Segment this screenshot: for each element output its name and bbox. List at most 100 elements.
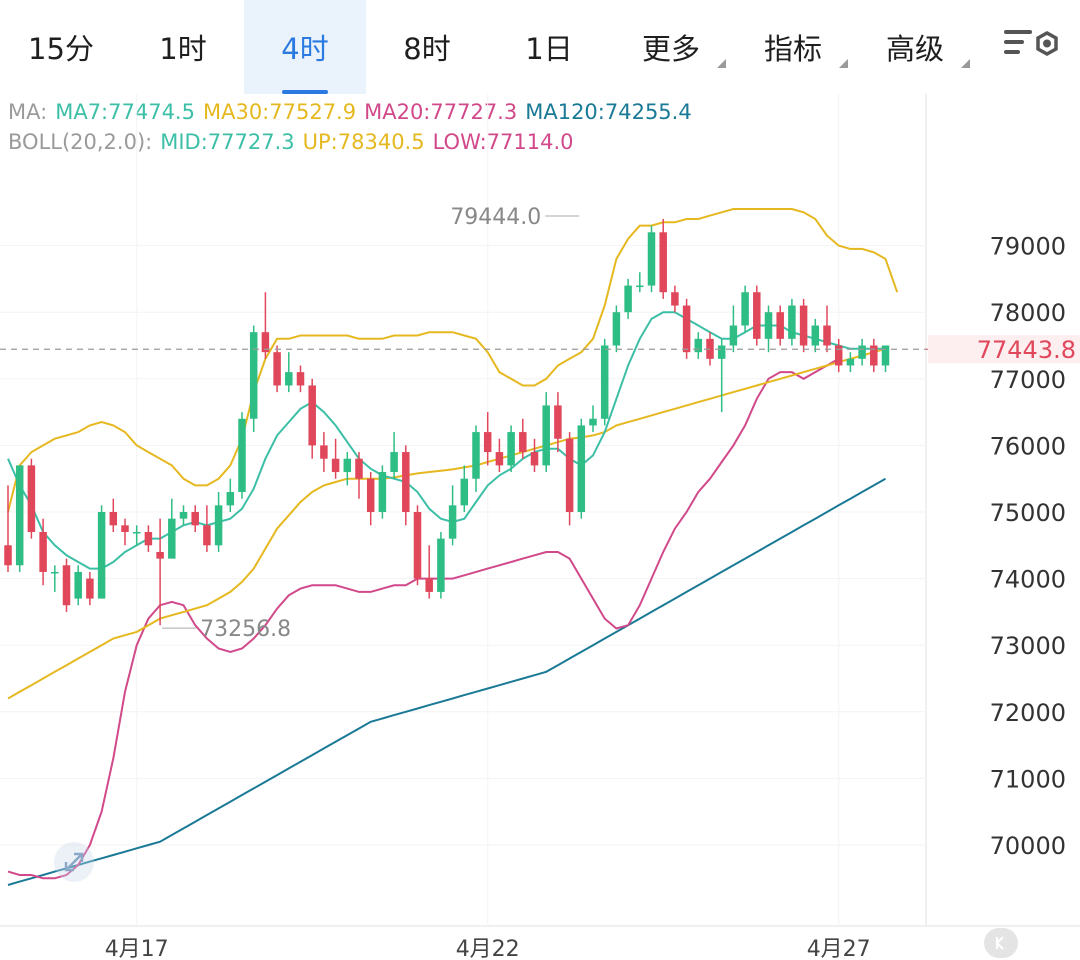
candle-body bbox=[717, 345, 726, 359]
boll-mid-value: MID:77727.3 bbox=[160, 130, 295, 154]
candle-body bbox=[179, 512, 188, 519]
candle-body bbox=[460, 478, 469, 506]
candle-body bbox=[86, 578, 94, 599]
boll-indicator-row: BOLL(20,2.0): MID:77727.3 UP:78340.5 LOW:77… bbox=[8, 130, 582, 154]
boll-up-value: UP:78340.5 bbox=[302, 130, 425, 154]
y-tick-label: 74000 bbox=[990, 566, 1066, 594]
candle-body bbox=[694, 338, 703, 353]
candle-body bbox=[624, 285, 632, 313]
candle-body bbox=[671, 292, 679, 306]
candle-body bbox=[636, 285, 644, 288]
candle-body bbox=[390, 452, 398, 473]
tab-3[interactable]: 8时 bbox=[366, 0, 488, 94]
candle-body bbox=[554, 405, 562, 439]
candle-body bbox=[97, 512, 106, 599]
ma7-line bbox=[7, 311, 886, 570]
ma120-value: MA120:74255.4 bbox=[525, 100, 692, 124]
candle-body bbox=[378, 472, 387, 512]
y-tick-label: 72000 bbox=[990, 699, 1066, 727]
candle-body bbox=[39, 531, 47, 572]
k-line-toggle-icon[interactable] bbox=[984, 928, 1018, 958]
candle-body bbox=[776, 312, 784, 339]
candle-body bbox=[413, 512, 422, 579]
candle-body bbox=[191, 512, 199, 526]
candle-body bbox=[729, 325, 738, 346]
tab-label: 4时 bbox=[281, 32, 329, 66]
tab-6[interactable]: 指标 bbox=[732, 0, 854, 94]
candle-body bbox=[682, 305, 691, 353]
candle-body bbox=[296, 372, 305, 386]
y-tick-label: 70000 bbox=[990, 832, 1066, 860]
candle-body bbox=[366, 478, 375, 512]
chart-settings-icon[interactable] bbox=[1000, 22, 1060, 72]
candle-body bbox=[600, 345, 609, 419]
candle-body bbox=[132, 531, 141, 534]
candle-body bbox=[530, 452, 539, 466]
candle-body bbox=[285, 372, 293, 386]
dropdown-caret-icon bbox=[839, 59, 848, 68]
candle-body bbox=[495, 452, 504, 466]
candle-body bbox=[121, 525, 129, 532]
candle-body bbox=[565, 438, 574, 512]
candle-body bbox=[437, 538, 445, 592]
dropdown-caret-icon bbox=[961, 59, 970, 68]
tab-label: 8时 bbox=[403, 32, 451, 66]
boll-low-line bbox=[7, 357, 840, 880]
candle-body bbox=[589, 418, 597, 426]
candle-body bbox=[448, 505, 457, 539]
ma120-line bbox=[7, 477, 886, 886]
candle-body bbox=[870, 345, 878, 366]
candle-body bbox=[27, 465, 36, 532]
candle-body bbox=[881, 345, 890, 366]
candle-body bbox=[226, 492, 235, 506]
candle-body bbox=[156, 551, 164, 559]
candle-body bbox=[402, 452, 410, 512]
candle-body bbox=[823, 325, 831, 346]
candle-body bbox=[764, 312, 773, 339]
candle-body bbox=[273, 352, 281, 386]
expand-chart-icon[interactable] bbox=[54, 842, 94, 882]
candle-body bbox=[507, 432, 515, 466]
candle-body bbox=[343, 458, 352, 473]
candle-body bbox=[144, 531, 153, 546]
candle-body bbox=[238, 418, 246, 493]
candle-body bbox=[799, 305, 808, 346]
boll-low-value: LOW:77114.0 bbox=[432, 130, 574, 154]
candle-body bbox=[472, 432, 480, 479]
candle-body bbox=[659, 232, 667, 293]
tab-1[interactable]: 1时 bbox=[122, 0, 244, 94]
ma20-value: MA20:77727.3 bbox=[364, 100, 518, 124]
candle-body bbox=[834, 345, 843, 366]
candle-body bbox=[261, 332, 270, 353]
low-marker-label: 73256.8 bbox=[200, 617, 291, 642]
candle-body bbox=[331, 458, 340, 473]
y-tick-label: 77000 bbox=[990, 366, 1066, 394]
candle-body bbox=[168, 518, 176, 559]
ma30-value: MA30:77527.9 bbox=[202, 100, 357, 124]
candle-body bbox=[74, 571, 82, 599]
candle-body bbox=[577, 425, 586, 512]
ma-prefix: MA: bbox=[8, 100, 48, 124]
x-tick-label: 4月17 bbox=[105, 937, 169, 960]
candle-body bbox=[203, 525, 211, 546]
high-marker-label: 79444.0 bbox=[450, 205, 541, 230]
tab-2[interactable]: 4时 bbox=[244, 0, 366, 94]
y-tick-label: 78000 bbox=[990, 299, 1066, 327]
tab-0[interactable]: 15分 bbox=[0, 0, 122, 94]
candle-body bbox=[483, 432, 492, 453]
tab-7[interactable]: 高级 bbox=[854, 0, 976, 94]
x-tick-label: 4月22 bbox=[456, 937, 520, 960]
tab-label: 更多 bbox=[641, 32, 700, 66]
tab-label: 指标 bbox=[763, 32, 822, 66]
candle-body bbox=[846, 358, 855, 366]
tab-4[interactable]: 1日 bbox=[488, 0, 610, 94]
tab-label: 1时 bbox=[159, 32, 207, 66]
timeframe-tabbar: 15分 1时 4时 8时 1日 更多 指标 高级 bbox=[0, 0, 1080, 94]
y-tick-label: 76000 bbox=[990, 432, 1066, 460]
tab-label: 高级 bbox=[885, 32, 944, 66]
candlestick-chart[interactable]: 70000 71000 72000 73000 74000 75000 76000 77000… bbox=[0, 94, 1080, 960]
candle-body bbox=[308, 385, 316, 446]
tab-5[interactable]: 更多 bbox=[610, 0, 732, 94]
boll-prefix: BOLL(20,2.0): bbox=[8, 130, 153, 154]
candle-body bbox=[15, 465, 24, 566]
